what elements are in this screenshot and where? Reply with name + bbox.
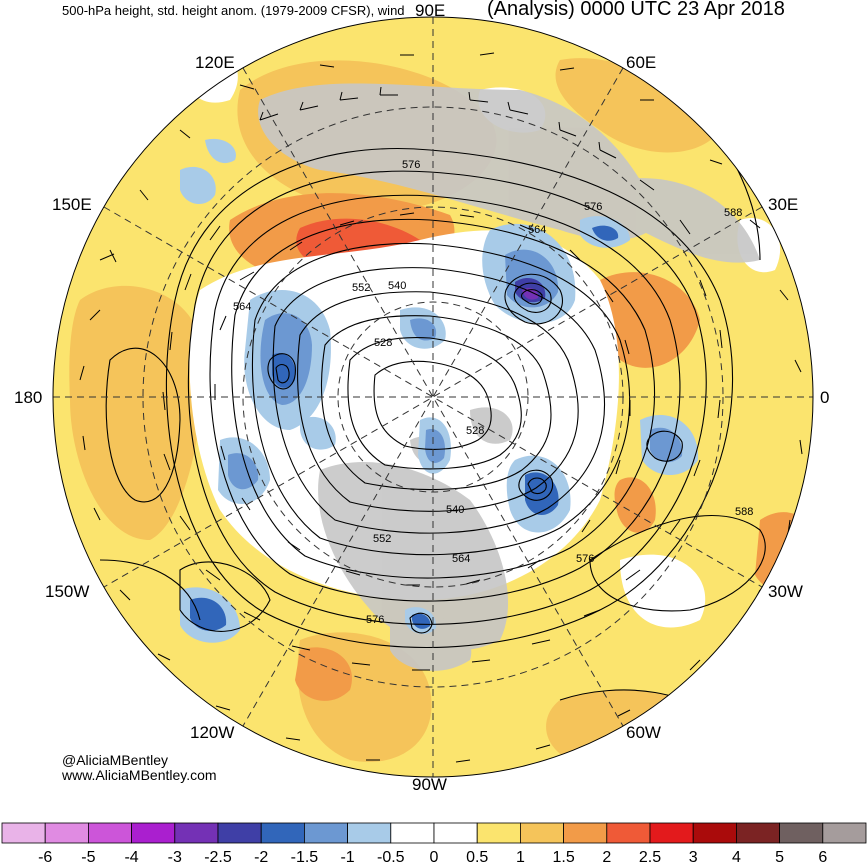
colorbar-tick-label: -1.5 [291,849,319,865]
colorbar-swatch [1,822,46,844]
longitude-label-60e: 60E [626,53,656,72]
colorbar-tick-label: -3 [168,849,182,865]
longitude-label-90w: 90W [412,775,447,794]
contour-label: 552 [352,282,370,294]
colorbar-tick-label: 2 [602,849,611,865]
colorbar-tick-label: 4 [732,849,741,865]
colorbar-tick-label: -6 [38,849,52,865]
colorbar-swatch [433,822,478,844]
colorbar-swatch [303,822,348,844]
colorbar-tick-label: 0.5 [466,849,488,865]
colorbar-swatch [606,822,651,844]
contour-label: 528 [374,337,392,349]
contour-label: 576 [576,553,594,565]
longitude-label-0: 0 [820,388,829,407]
contour-label: 540 [446,504,464,516]
contour-label: 540 [388,280,406,292]
colorbar-tick-label: -2 [254,849,268,865]
colorbar-swatch [520,822,565,844]
contour-label: 576 [584,201,602,213]
colorbar-swatch [736,822,781,844]
colorbar-swatch [131,822,176,844]
contour-label-group: 576 576 588 564 540 552 564 528 528 540 … [233,159,753,626]
longitude-label-150w: 150W [45,582,89,601]
colorbar-tick-label: -4 [124,849,138,865]
contour-label: 564 [452,553,470,565]
colorbar-tick-label: -2.5 [204,849,232,865]
longitude-label-150e: 150E [52,195,92,214]
colorbar-swatch [822,822,867,844]
map-subtitle: 500-hPa height, std. height anom. (1979-… [62,3,405,18]
map-title: (Analysis) 0000 UTC 23 Apr 2018 [487,0,785,20]
contour-label: 588 [735,506,753,518]
longitude-label-120w: 120W [190,723,234,742]
colorbar-swatch [88,822,133,844]
wind-barbs [79,52,803,763]
contour-label: 588 [724,207,742,219]
colorbar-swatch [692,822,737,844]
longitude-labels: 90E 60E 30E 0 30W 60W 90W 120W 150W 180 … [14,1,829,794]
colorbar-tick-label: 6 [818,849,827,865]
colorbar-tick-label: 1 [516,849,525,865]
longitude-label-180: 180 [14,388,42,407]
longitude-label-30w: 30W [768,582,803,601]
longitude-label-60w: 60W [626,723,661,742]
map-boundary [52,16,814,778]
author-handle: @AliciaMBentley [62,752,169,768]
longitude-label-120e: 120E [195,53,235,72]
contour-label: 576 [402,159,420,171]
colorbar: -6 -5 -4 -3 -2.5 -2 -1.5 -1 -0.5 0 0.5 1 1.5 2 2.5 3 4 5 6 [1,822,867,865]
colorbar-swatch [174,822,219,844]
longitude-label-30e: 30E [768,195,798,214]
colorbar-swatch [44,822,89,844]
colorbar-tick-label: 3 [689,849,698,865]
colorbar-swatch [563,822,608,844]
contour-label: 528 [466,425,484,437]
height-contours [99,109,766,731]
author-website: www.AliciaMBentley.com [62,767,217,783]
contour-label: 564 [528,224,546,236]
colorbar-swatch [390,822,435,844]
colorbar-tick-label: 2.5 [639,849,661,865]
colorbar-tick-label: 1.5 [552,849,574,865]
contour-label: 552 [373,533,391,545]
contour-label: 564 [233,301,251,313]
longitude-label-90e: 90E [415,1,445,20]
colorbar-swatch [649,822,694,844]
colorbar-tick-label: -5 [81,849,95,865]
colorbar-swatch [217,822,262,844]
colorbar-tick-label: 5 [775,849,784,865]
colorbar-swatch [779,822,824,844]
contour-label: 576 [366,614,384,626]
graticule [53,17,813,777]
colorbar-swatch [347,822,392,844]
colorbar-tick-label: 0 [430,849,439,865]
colorbar-tick-label: -0.5 [377,849,405,865]
colorbar-swatch [260,822,305,844]
colorbar-tick-label: -1 [340,849,354,865]
colorbar-swatch [476,822,521,844]
